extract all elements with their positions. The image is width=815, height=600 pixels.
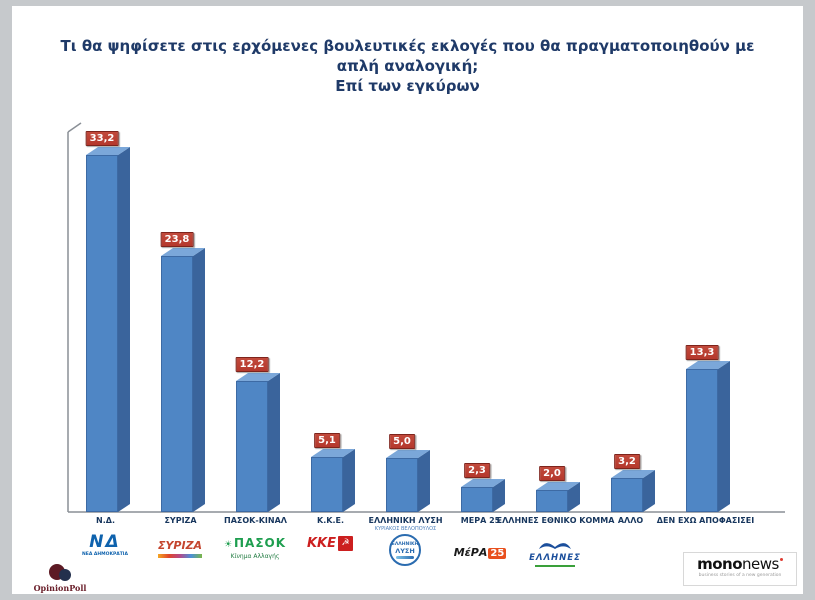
x-axis-label: ΕΛΛΗΝΙΚΗ ΛΥΣΗ ΚΥΡΙΑΚΟΣ ΒΕΛΟΠΟΥΛΟΣ [368,516,443,532]
ellines-green-bar [535,565,575,567]
chart-title: Τι θα ψηφίσετε στις ερχόμενες βουλευτικέ… [60,37,755,95]
mononews-brand-light: news [742,555,779,573]
logo-syriza: ΣΥΡΙΖΑ [145,540,215,558]
logo-ellines: ΕΛΛΗΝΕΣ [520,535,590,567]
bar-side-face [418,450,430,512]
bar-side-face [118,147,130,512]
bar-front-face [686,369,718,512]
x-axis: Ν.Δ. ΣΥΡΙΖΑ ΠΑΣΟΚ-ΚΙΝΑΛ Κ.Κ.Ε. ΕΛΛΗΝΙΚΗ ΛΥΣΗ… [68,516,754,540]
syriza-name: ΣΥΡΙΖΑ [157,539,203,552]
bar-side-face [193,248,205,512]
bar-ΜΕΡΑ 25: 2,3 [461,463,505,512]
bar-ΣΥΡΙΖΑ: 23,8 [160,232,205,512]
bar-front-face [611,478,643,512]
bar-ΕΛΛΗΝΙΚΗ ΛΥΣΗ: 5,0 [386,434,430,512]
syriza-color-bar [158,554,202,558]
bar-top-face [161,248,205,256]
pasok-subtitle: Κίνημα Αλλαγής [230,553,280,560]
x-axis-label: ΔΕΝ ΕΧΩ ΑΠΟΦΑΣΙΣΕΙ [656,516,755,525]
bar-value-label: 12,2 [235,357,269,372]
bar-top-face [86,147,130,155]
x-axis-label: ΕΛΛΗΝΕΣ ΕΘΝΙΚΟ ΚΟΜΜΑ [496,516,615,525]
bar-value-label: 33,2 [85,131,119,146]
bar-front-face [461,487,493,512]
pasok-sun-icon: ☀ [223,540,234,550]
bar-front-face [536,490,568,512]
bar-value-label: 3,2 [614,454,640,469]
plot-area: 33,2 23,8 12,2 5,1 5,0 2,3 2,0 3,2 13,3 [68,124,748,512]
ellines-eagle-icon [539,543,571,549]
bar-side-face [718,361,730,512]
x-axis-label: Κ.Κ.Ε. [317,516,344,525]
bar-value-label: 13,3 [685,345,719,360]
x-axis-label: ΠΑΣΟΚ-ΚΙΝΑΛ [224,516,287,525]
elliniki-lysi-wave-icon [396,555,414,559]
bar-side-face [343,449,355,512]
opinionpoll-circle-navy [59,569,71,581]
bar-Κ.Κ.Ε.: 5,1 [311,433,355,512]
mononews-red-dot-icon [779,558,783,561]
bar-side-face [643,470,655,512]
logo-nea-dimokratia: ΝΔ ΝΕΑ ΔΗΜΟΚΡΑΤΙΑ [65,533,145,557]
bar-top-face [236,373,280,381]
elliniki-lysi-line2: ΛΥΣΗ [395,546,415,555]
nd-name: ΝΕΑ ΔΗΜΟΚΡΑΤΙΑ [82,552,128,557]
bar-ΕΛΛΗΝΕΣ ΕΘΝΙΚΟ ΚΟΜΜΑ: 2,0 [536,466,580,512]
bar-side-face [268,373,280,512]
bar-value-label: 2,3 [464,463,490,478]
x-axis-label: ΣΥΡΙΖΑ [164,516,197,525]
mera25-name: ΜέΡΑ [453,546,488,559]
elliniki-lysi-emblem: ΕΛΛΗΝΙΚΗ ΛΥΣΗ [389,534,421,566]
bar-top-face [386,450,430,458]
logo-elliniki-lysi: ΕΛΛΗΝΙΚΗ ΛΥΣΗ [385,534,425,566]
bar-top-face [311,449,355,457]
bar-value-label: 5,0 [389,434,415,449]
pasok-name: ΠΑΣΟΚ [234,536,287,550]
bar-Ν.Δ.: 33,2 [85,131,130,512]
mononews-brand-bold: mono [697,555,743,573]
bar-ΑΛΛΟ: 3,2 [611,454,655,512]
logo-kke: ΚΚΕ ☭ [295,536,365,551]
mononews-tagline: business stories of a new generation [698,573,782,578]
bar-value-label: 2,0 [539,466,565,481]
mera25-number-badge: 25 [488,548,507,559]
bar-ΔΕΝ ΕΧΩ ΑΠΟΦΑΣΙΣΕΙ: 13,3 [685,345,730,512]
bar-top-face [536,482,580,490]
x-axis-sublabel: ΚΥΡΙΑΚΟΣ ΒΕΛΟΠΟΥΛΟΣ [374,526,437,532]
bar-top-face [686,361,730,369]
logo-pasok: ☀ΠΑΣΟΚ Κίνημα Αλλαγής [213,536,297,561]
bar-front-face [386,458,418,512]
nd-monogram: ΝΔ [89,532,121,552]
x-axis-label: ΑΛΛΟ [617,516,644,525]
mononews-logo: mononews business stories of a new gener… [683,552,797,586]
logo-mera25: ΜέΡΑ 25 [448,541,512,560]
bar-front-face [161,256,193,512]
x-axis-label: ΜΕΡΑ 25 [460,516,501,525]
bar-ΠΑΣΟΚ-ΚΙΝΑΛ: 12,2 [235,357,280,512]
elliniki-lysi-line1: ΕΛΛΗΝΙΚΗ [391,541,419,547]
chart-axes [67,122,785,513]
bar-value-label: 5,1 [314,433,340,448]
opinionpoll-logo: OpinionPoll [28,564,92,593]
kke-name: ΚΚΕ [306,536,337,551]
bar-value-label: 23,8 [160,232,194,247]
bar-side-face [493,479,505,512]
ellines-name: ΕΛΛΗΝΕΣ [529,553,581,563]
bar-side-face [568,482,580,512]
bar-front-face [236,381,268,512]
bar-top-face [611,470,655,478]
bar-front-face [311,457,343,512]
bar-front-face [86,155,118,512]
opinionpoll-label: OpinionPoll [33,583,87,593]
bar-top-face [461,479,505,487]
kke-flag-icon: ☭ [338,536,354,551]
x-axis-label: Ν.Δ. [96,516,115,525]
